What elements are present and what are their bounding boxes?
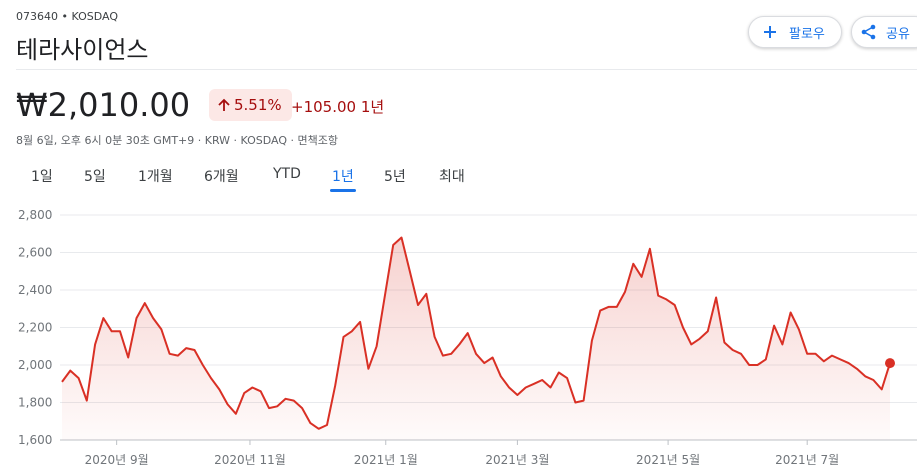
up-arrow [218,98,230,111]
share-button[interactable]: 공유 [851,16,917,48]
y-tick-label: 2,000 [18,358,52,372]
change-line: +105.00 1년 [291,96,384,117]
range-tab[interactable]: YTD [273,166,301,182]
plus-icon [764,26,776,38]
follow-label: 팔로우 [789,26,825,42]
y-tick-label: 1,600 [18,433,52,447]
y-tick-label: 2,800 [18,208,52,222]
share-icon [861,24,876,40]
range-tab[interactable]: 5일 [84,169,106,185]
y-tick-label: 2,200 [18,321,52,335]
chart: 1,600 1,800 2,000 2,200 2,400 2,600 2,800 2020년… [18,208,917,467]
x-tick-label: 2021년 7월 [775,453,839,467]
range-tab[interactable]: 6개월 [204,169,239,185]
range-tab[interactable]: 1일 [31,169,53,185]
last-point [885,358,895,369]
range-tab[interactable]: 5년 [384,169,406,185]
change-abs: +105.00 [291,98,357,116]
y-tick-label: 2,400 [18,283,52,297]
x-tick-label: 2020년 9월 [85,453,149,467]
y-tick-label: 2,600 [18,246,52,260]
line [61,236,891,430]
range-tab[interactable]: 1개월 [138,169,173,185]
ticker: 073640 • KOSDAQ [16,10,118,23]
follow-button[interactable]: 팔로우 [748,16,842,48]
price: ₩2,010.00 [16,86,191,124]
change-pct: 5.51% [234,96,282,114]
y-tick-label: 1,800 [18,396,52,410]
range-tab-selected[interactable]: 1년 [330,166,356,192]
change-badge: 5.51% [209,89,292,121]
range-tab[interactable]: 최대 [439,169,465,185]
x-tick-label: 2021년 5월 [636,453,700,467]
x-tick-label: 2021년 1월 [354,453,418,467]
stock-name: 테라사이언스 [16,36,149,64]
divider [16,69,917,70]
quote-info: 8월 6일, 오후 6시 0분 30초 GMT+9 · KRW · KOSDAQ… [16,134,339,147]
x-tick-label: 2021년 3월 [485,453,549,467]
area [62,237,890,440]
period: 1년 [360,98,385,116]
share-label: 공유 [886,26,910,42]
x-tick-label: 2020년 11월 [214,453,286,467]
